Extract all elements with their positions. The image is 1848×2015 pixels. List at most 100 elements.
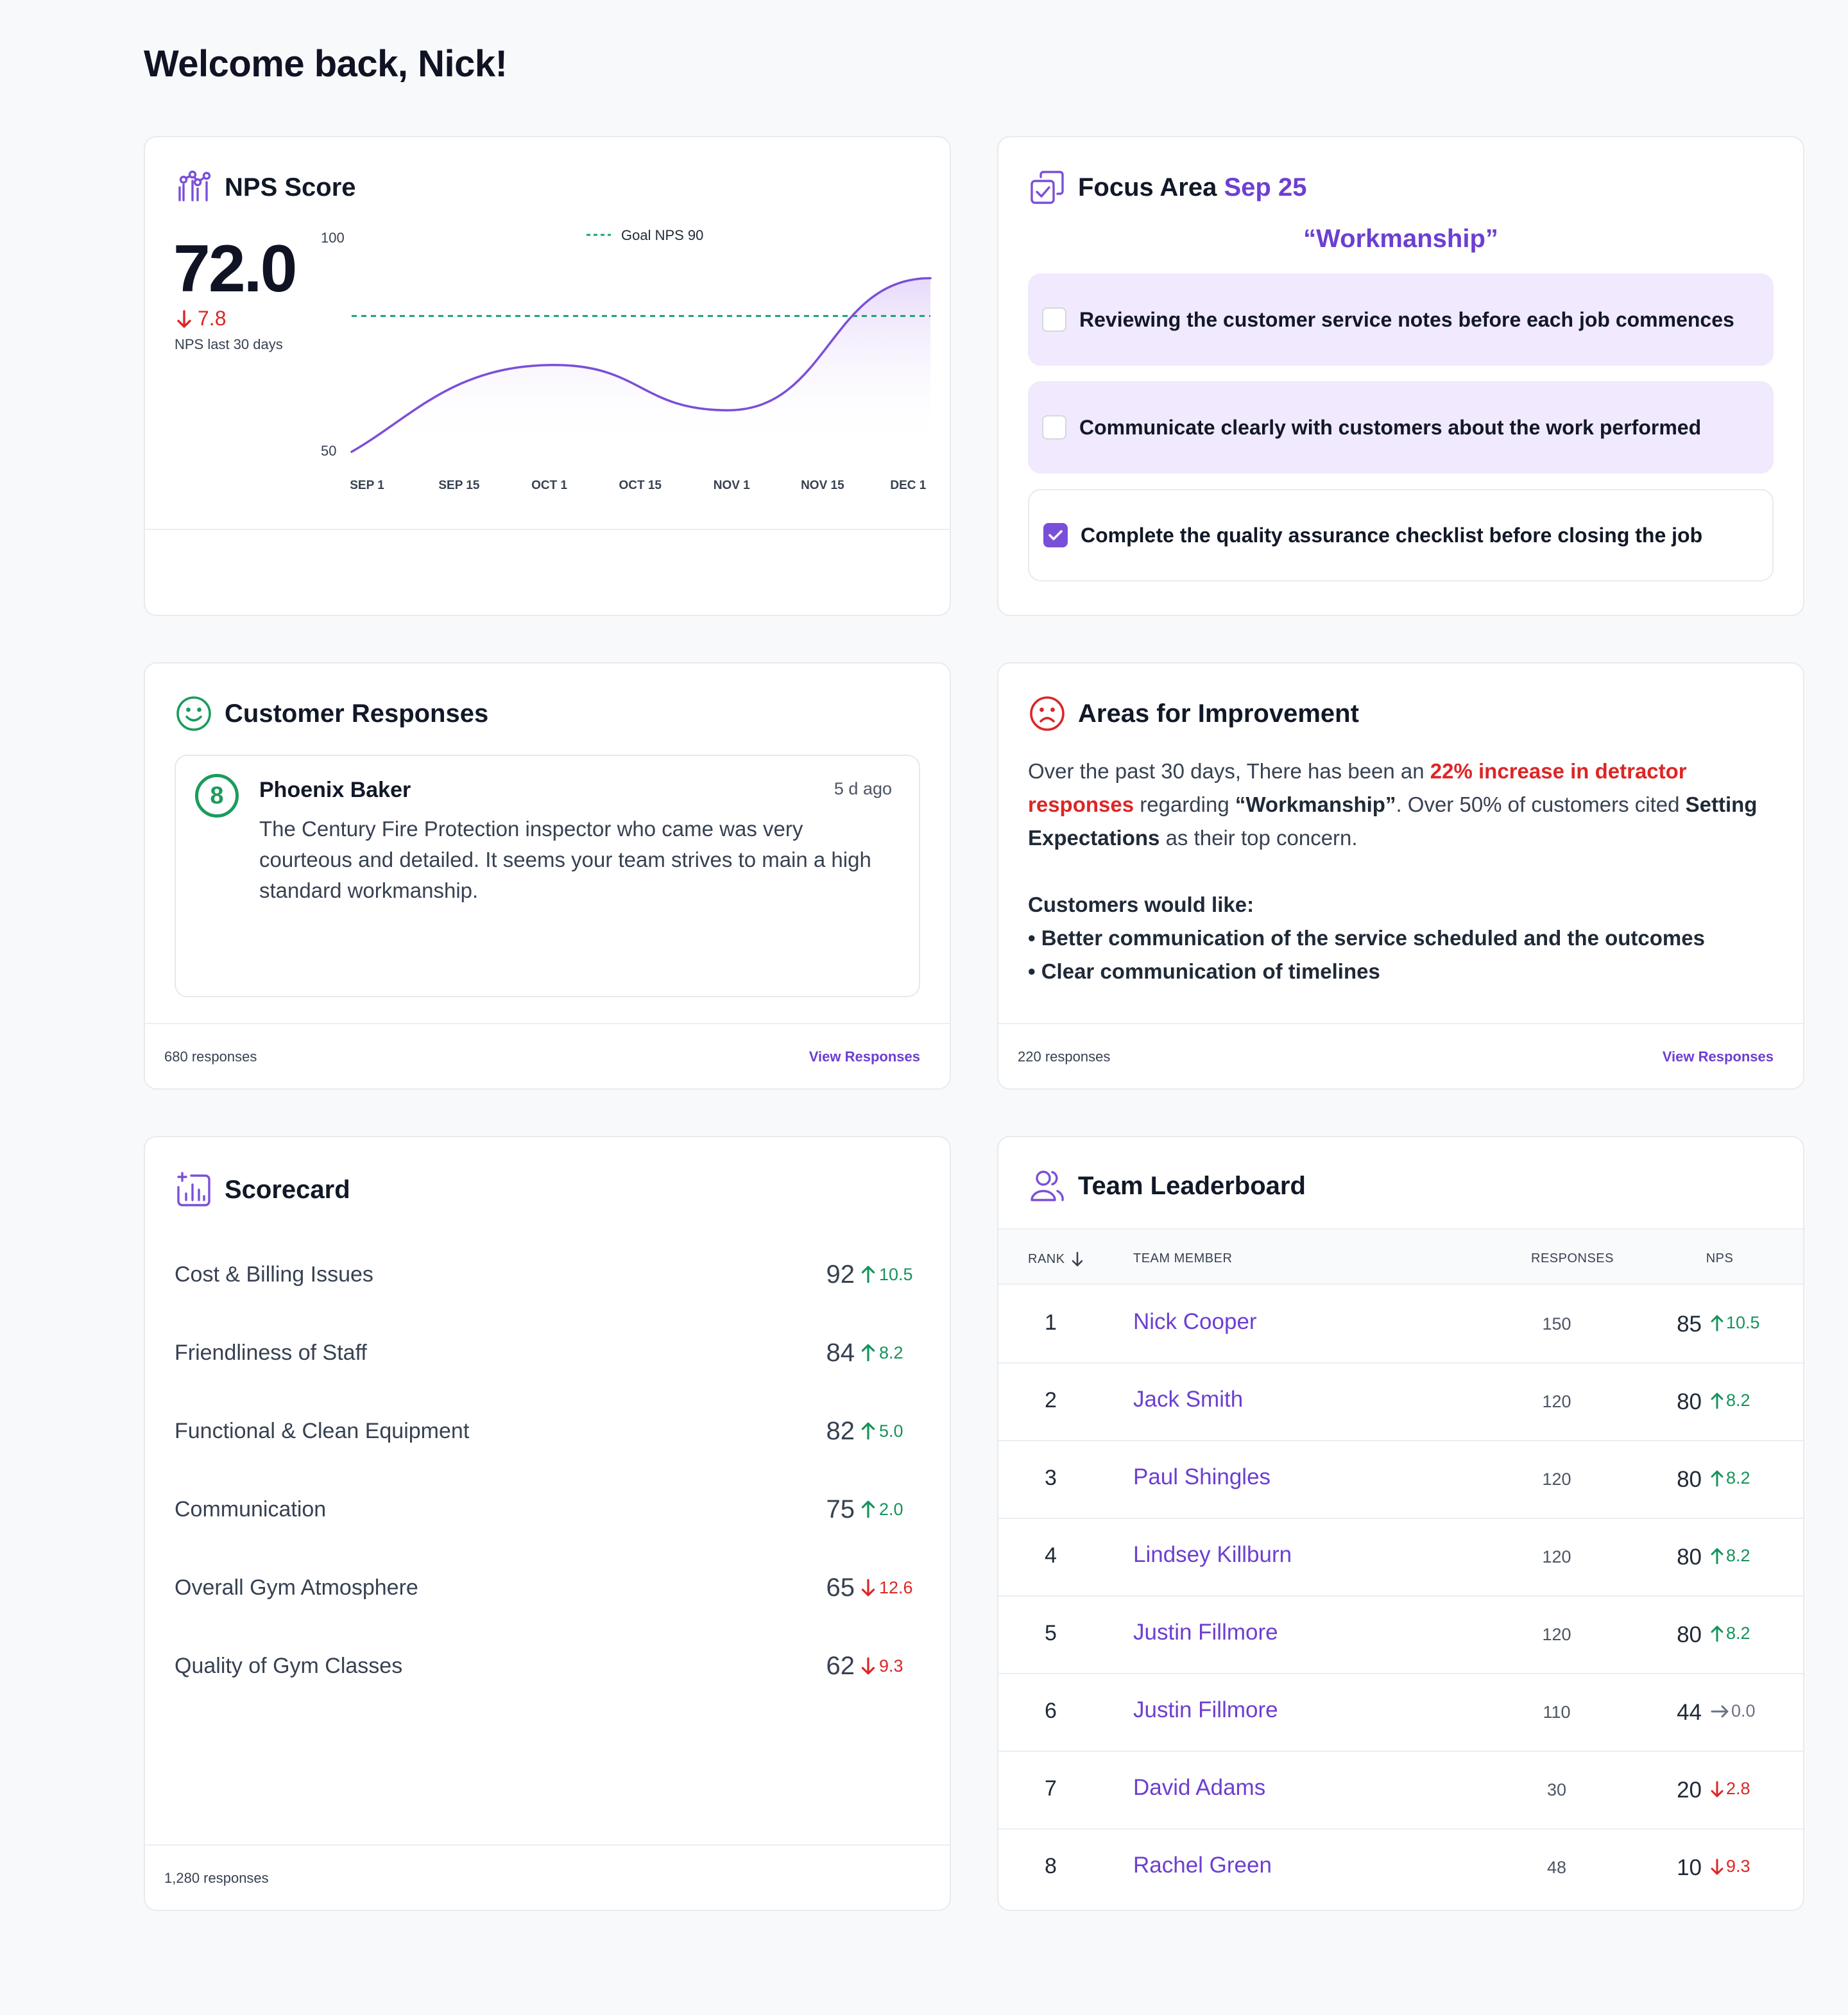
team-member-link[interactable]: Justin Fillmore: [1133, 1697, 1278, 1722]
scorecard-delta-value: 5.0: [879, 1421, 903, 1441]
improvement-text-4: as their top concern.: [1159, 826, 1358, 850]
legend-goal-label: Goal NPS 90: [621, 227, 703, 243]
focus-task-1[interactable]: Reviewing the customer service notes bef…: [1028, 273, 1774, 366]
leaderboard-rank: 4: [1045, 1543, 1057, 1568]
scorecard-delta-value: 2.0: [879, 1499, 903, 1519]
leaderboard-delta: 8.2: [1711, 1624, 1750, 1643]
improvement-text-2: regarding: [1134, 793, 1235, 816]
scorecard-delta: 8.2: [861, 1343, 920, 1363]
leaderboard-delta-value: 8.2: [1726, 1391, 1750, 1410]
leaderboard-row: 6 Justin Fillmore 110 44 0.0: [998, 1674, 1803, 1752]
nps-subtitle: NPS last 30 days: [175, 336, 283, 352]
leaderboard-row: 8 Rachel Green 48 10 9.3: [998, 1830, 1803, 1907]
rank-column-header[interactable]: RANK: [1028, 1251, 1083, 1267]
improvement-text-1: Over the past 30 days, There has been an: [1028, 759, 1430, 783]
team-member-link[interactable]: Nick Cooper: [1133, 1309, 1257, 1334]
scorecard-delta: 12.6: [861, 1578, 920, 1598]
scorecard-footer: 1,280 responses: [145, 1844, 950, 1910]
focus-title-text: Focus Area: [1078, 173, 1217, 202]
nps-chart: 100 50 Goal NPS 90 SEP 1 SEP 15 OCT 1 OCT 15 NO…: [321, 227, 932, 492]
arrow-down-icon: [861, 1579, 875, 1597]
nps-delta-value: 7.8: [198, 307, 227, 330]
scorecard-delta-value: 9.3: [879, 1656, 903, 1676]
task-checkbox[interactable]: [1042, 307, 1066, 332]
task-checkbox[interactable]: [1042, 415, 1066, 440]
scorecard-delta-value: 12.6: [879, 1577, 913, 1597]
task-checkbox-checked[interactable]: [1043, 523, 1068, 547]
member-column-header: TEAM MEMBER: [1133, 1251, 1233, 1265]
arrow-down-icon: [1711, 1858, 1724, 1874]
focus-card-title: Focus Area Sep 25: [1078, 173, 1306, 202]
improvement-list: Customers would like: • Better communica…: [1028, 888, 1705, 988]
leaderboard-delta: 9.3: [1711, 1856, 1750, 1876]
scorecard-row: Overall Gym Atmosphere 65 12.6: [175, 1568, 920, 1607]
team-member-link[interactable]: David Adams: [1133, 1775, 1266, 1800]
view-improvement-responses-link[interactable]: View Responses: [1662, 1049, 1774, 1065]
leaderboard-row: 5 Justin Fillmore 120 80 8.2: [998, 1597, 1803, 1674]
team-member-link[interactable]: Jack Smith: [1133, 1387, 1244, 1412]
leaderboard-row: 2 Jack Smith 120 80 8.2: [998, 1364, 1803, 1441]
frown-icon: [1030, 696, 1065, 731]
focus-task-2[interactable]: Communicate clearly with customers about…: [1028, 381, 1774, 474]
arrow-up-icon: [861, 1422, 875, 1440]
rank-header-label: RANK: [1028, 1251, 1065, 1266]
leaderboard-rank: 5: [1045, 1621, 1057, 1645]
leaderboard-nps: 44: [1677, 1700, 1702, 1725]
arrow-down-icon: [1711, 1781, 1724, 1797]
leaderboard-delta-value: 8.2: [1726, 1546, 1750, 1565]
responses-card-header: Customer Responses: [175, 694, 488, 733]
responses-card-footer: 680 responses View Responses: [145, 1023, 950, 1088]
improvement-list-item: • Better communication of the service sc…: [1028, 926, 1705, 950]
team-member-link[interactable]: Paul Shingles: [1133, 1464, 1271, 1489]
leaderboard-nps: 80: [1677, 1545, 1702, 1570]
team-member-link[interactable]: Rachel Green: [1133, 1853, 1272, 1878]
scorecard-delta: 5.0: [861, 1421, 920, 1441]
leaderboard-responses: 120: [1542, 1470, 1571, 1489]
focus-task-3[interactable]: Complete the quality assurance checklist…: [1028, 489, 1774, 581]
scorecard-delta-value: 10.5: [879, 1264, 913, 1284]
x-tick-label: NOV 1: [714, 479, 750, 492]
nps-area-fill: [352, 278, 930, 452]
leaderboard-nps: 85: [1677, 1312, 1702, 1337]
improvement-list-title: Customers would like:: [1028, 893, 1254, 916]
x-tick-label: NOV 15: [801, 479, 844, 492]
task-label: Reviewing the customer service notes bef…: [1079, 307, 1734, 331]
arrow-up-icon: [861, 1344, 875, 1362]
scorecard-value: 92: [826, 1260, 855, 1289]
scorecard-count: 1,280 responses: [164, 1870, 269, 1886]
arrow-up-icon: [1711, 1470, 1724, 1486]
scorecard-delta: 10.5: [861, 1265, 920, 1285]
nps-score-value: 72.0: [173, 232, 297, 306]
y-tick-label: 50: [321, 443, 336, 459]
scorecard-label: Quality of Gym Classes: [175, 1653, 403, 1678]
scorecard-row: Cost & Billing Issues 92 10.5: [175, 1255, 920, 1294]
response-time: 5 d ago: [834, 779, 892, 798]
scorecard-label: Cost & Billing Issues: [175, 1262, 373, 1287]
responses-column-header: RESPONSES: [1531, 1251, 1614, 1265]
checkmark-icon: [1048, 530, 1063, 540]
team-member-link[interactable]: Lindsey Killburn: [1133, 1542, 1292, 1567]
scorecard-value: 62: [826, 1651, 855, 1680]
improvement-summary: Over the past 30 days, There has been an…: [1028, 755, 1772, 855]
x-tick-label: DEC 1: [890, 479, 926, 492]
response-text: The Century Fire Protection inspector wh…: [259, 817, 871, 902]
scorecard-row: Communication 75 2.0: [175, 1490, 920, 1529]
nps-card-header: NPS Score: [175, 168, 356, 207]
scorecard-card: Scorecard Cost & Billing Issues 92 10.5 Fri…: [144, 1136, 951, 1911]
leaderboard-rank: 8: [1045, 1854, 1057, 1878]
nps-card-footer: [145, 529, 950, 615]
scorecard-header: Scorecard: [175, 1170, 350, 1209]
improvement-card-title: Areas for Improvement: [1078, 699, 1359, 728]
scorecard-delta-value: 8.2: [879, 1342, 903, 1362]
view-responses-link[interactable]: View Responses: [809, 1049, 920, 1065]
x-tick-label: OCT 1: [531, 479, 567, 492]
improvement-text-3: . Over 50% of customers cited: [1396, 793, 1686, 816]
improvement-card-footer: 220 responses View Responses: [998, 1023, 1803, 1088]
smile-icon: [176, 696, 211, 731]
scorecard-label: Communication: [175, 1496, 327, 1522]
team-member-link[interactable]: Justin Fillmore: [1133, 1620, 1278, 1645]
task-label: Complete the quality assurance checklist…: [1081, 523, 1703, 547]
response-item[interactable]: 8 Phoenix Baker 5 d ago The Century Fire…: [175, 755, 920, 997]
arrow-up-icon: [861, 1500, 875, 1518]
response-author: Phoenix Baker: [259, 778, 411, 802]
